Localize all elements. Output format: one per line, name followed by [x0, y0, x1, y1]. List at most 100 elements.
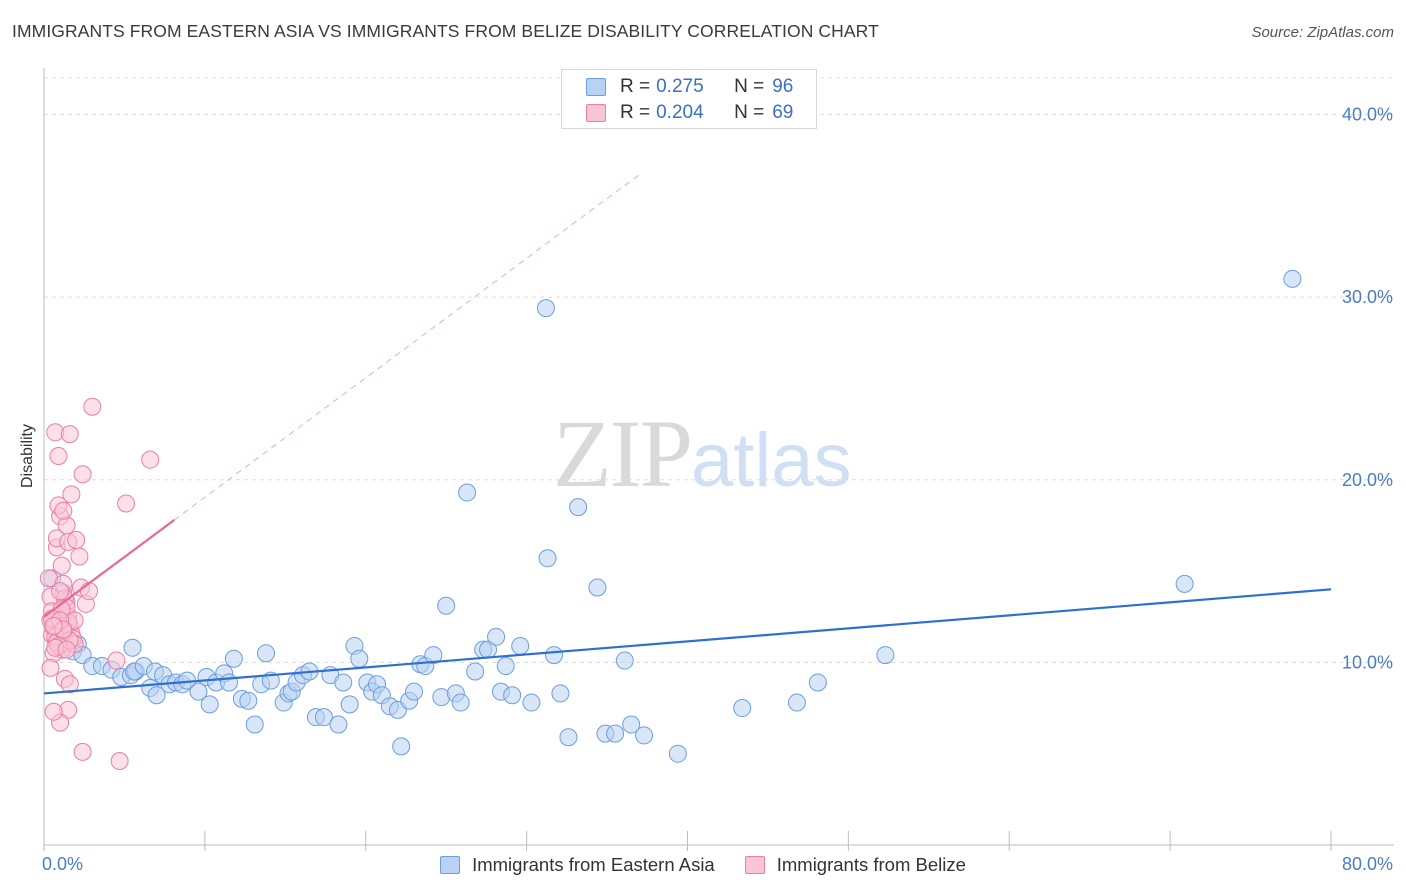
source-label: Source: ZipAtlas.com	[1251, 24, 1394, 41]
eastern-asia-point	[551, 684, 570, 703]
eastern-asia-point	[787, 693, 806, 712]
eastern-asia-trend-line	[43, 588, 1332, 695]
belize-trend-extension	[174, 174, 640, 521]
eastern-asia-point	[224, 649, 243, 668]
eastern-asia-point	[147, 686, 166, 705]
belize-point	[49, 447, 68, 466]
n-label: N =	[734, 102, 765, 123]
eastern-asia-point	[466, 662, 485, 681]
eastern-asia-point	[451, 693, 470, 712]
eastern-asia-point	[257, 644, 276, 663]
belize-point	[60, 675, 79, 694]
eastern-asia-point	[503, 686, 522, 705]
eastern-asia-point	[437, 596, 456, 615]
eastern-asia-point	[458, 483, 477, 502]
y-tick-label: 20.0%	[1342, 470, 1393, 490]
y-tick-label: 10.0%	[1342, 652, 1393, 672]
eastern-asia-point	[189, 682, 208, 701]
eastern-asia-point	[615, 651, 634, 670]
series-legend: Immigrants from Eastern Asia Immigrants …	[0, 852, 1406, 878]
belize-trend-line	[43, 519, 175, 618]
eastern-asia-point	[392, 737, 411, 756]
eastern-asia-swatch	[586, 78, 606, 96]
eastern-asia-point	[329, 715, 348, 734]
eastern-asia-point	[588, 578, 607, 597]
eastern-asia-point	[123, 638, 142, 657]
eastern-asia-point	[511, 636, 530, 655]
belize-point	[67, 531, 86, 550]
zipatlas-watermark: ZIPatlas	[553, 398, 852, 509]
watermark-zip: ZIP	[553, 400, 693, 507]
eastern-asia-point	[239, 691, 258, 710]
eastern-asia-point	[522, 693, 541, 712]
stats-row-belize: R = 0.204 N = 69	[586, 100, 793, 126]
eastern-asia-point	[496, 657, 515, 676]
belize-point	[73, 465, 92, 484]
belize-point	[57, 516, 76, 535]
belize-point	[52, 556, 71, 575]
belize-point	[70, 547, 89, 566]
eastern-asia-point	[876, 646, 895, 665]
n-label: N =	[734, 76, 765, 97]
eastern-asia-point	[200, 695, 219, 714]
eastern-asia-point	[1175, 574, 1194, 593]
eastern-asia-point	[424, 646, 443, 665]
belize-swatch	[586, 104, 606, 122]
eastern-asia-point	[606, 724, 625, 743]
x-tick-label-min: 0.0%	[42, 854, 83, 874]
stats-row-eastern-asia: R = 0.275 N = 96	[586, 74, 793, 100]
belize-point	[83, 397, 102, 416]
belize-point	[44, 702, 63, 721]
eastern-asia-point	[622, 715, 641, 734]
stats-legend: R = 0.275 N = 96 R = 0.204 N = 69	[561, 69, 817, 129]
eastern-asia-point	[220, 673, 239, 692]
n-value: 96	[772, 76, 794, 97]
belize-point	[73, 742, 92, 761]
eastern-asia-point	[733, 699, 752, 718]
eastern-asia-point	[538, 549, 557, 568]
legend-label-belize: Immigrants from Belize	[776, 854, 966, 875]
eastern-asia-point	[350, 649, 369, 668]
eastern-asia-legend-swatch	[440, 856, 461, 874]
belize-point	[54, 501, 73, 520]
legend-label-eastern-asia: Immigrants from Eastern Asia	[472, 854, 715, 875]
eastern-asia-point	[340, 695, 359, 714]
belize-point	[51, 582, 70, 601]
belize-point	[41, 658, 60, 677]
eastern-asia-point	[314, 708, 333, 727]
eastern-asia-point	[635, 726, 654, 745]
belize-legend-swatch	[744, 856, 765, 874]
eastern-asia-point	[1283, 269, 1302, 288]
eastern-asia-point	[536, 299, 555, 318]
eastern-asia-point	[405, 682, 424, 701]
eastern-asia-point	[808, 673, 827, 692]
y-axis-label: Disability	[19, 423, 36, 489]
n-value: 69	[772, 102, 794, 123]
r-label: R =	[620, 102, 651, 123]
eastern-asia-point	[334, 673, 353, 692]
belize-point	[44, 616, 63, 635]
y-tick-label: 40.0%	[1342, 105, 1393, 125]
watermark-atlas: atlas	[691, 418, 852, 503]
x-tick-label-max: 80.0%	[1342, 854, 1393, 874]
belize-point	[117, 494, 136, 513]
y-tick-label: 30.0%	[1342, 287, 1393, 307]
r-label: R =	[620, 76, 651, 97]
eastern-asia-point	[487, 627, 506, 646]
eastern-asia-point	[559, 728, 578, 747]
chart-title: IMMIGRANTS FROM EASTERN ASIA VS IMMIGRAN…	[12, 21, 879, 41]
belize-point	[60, 425, 79, 444]
legend-item-eastern-asia[interactable]: Immigrants from Eastern Asia	[440, 854, 715, 876]
belize-point	[57, 640, 76, 659]
r-value: 0.204	[656, 102, 704, 123]
r-value: 0.275	[656, 76, 704, 97]
belize-point	[141, 450, 160, 469]
belize-point	[110, 751, 129, 770]
belize-point	[62, 485, 81, 504]
eastern-asia-point	[668, 744, 687, 763]
eastern-asia-point	[544, 646, 563, 665]
legend-item-belize[interactable]: Immigrants from Belize	[744, 854, 966, 876]
belize-point	[107, 651, 126, 670]
belize-point	[80, 582, 99, 601]
